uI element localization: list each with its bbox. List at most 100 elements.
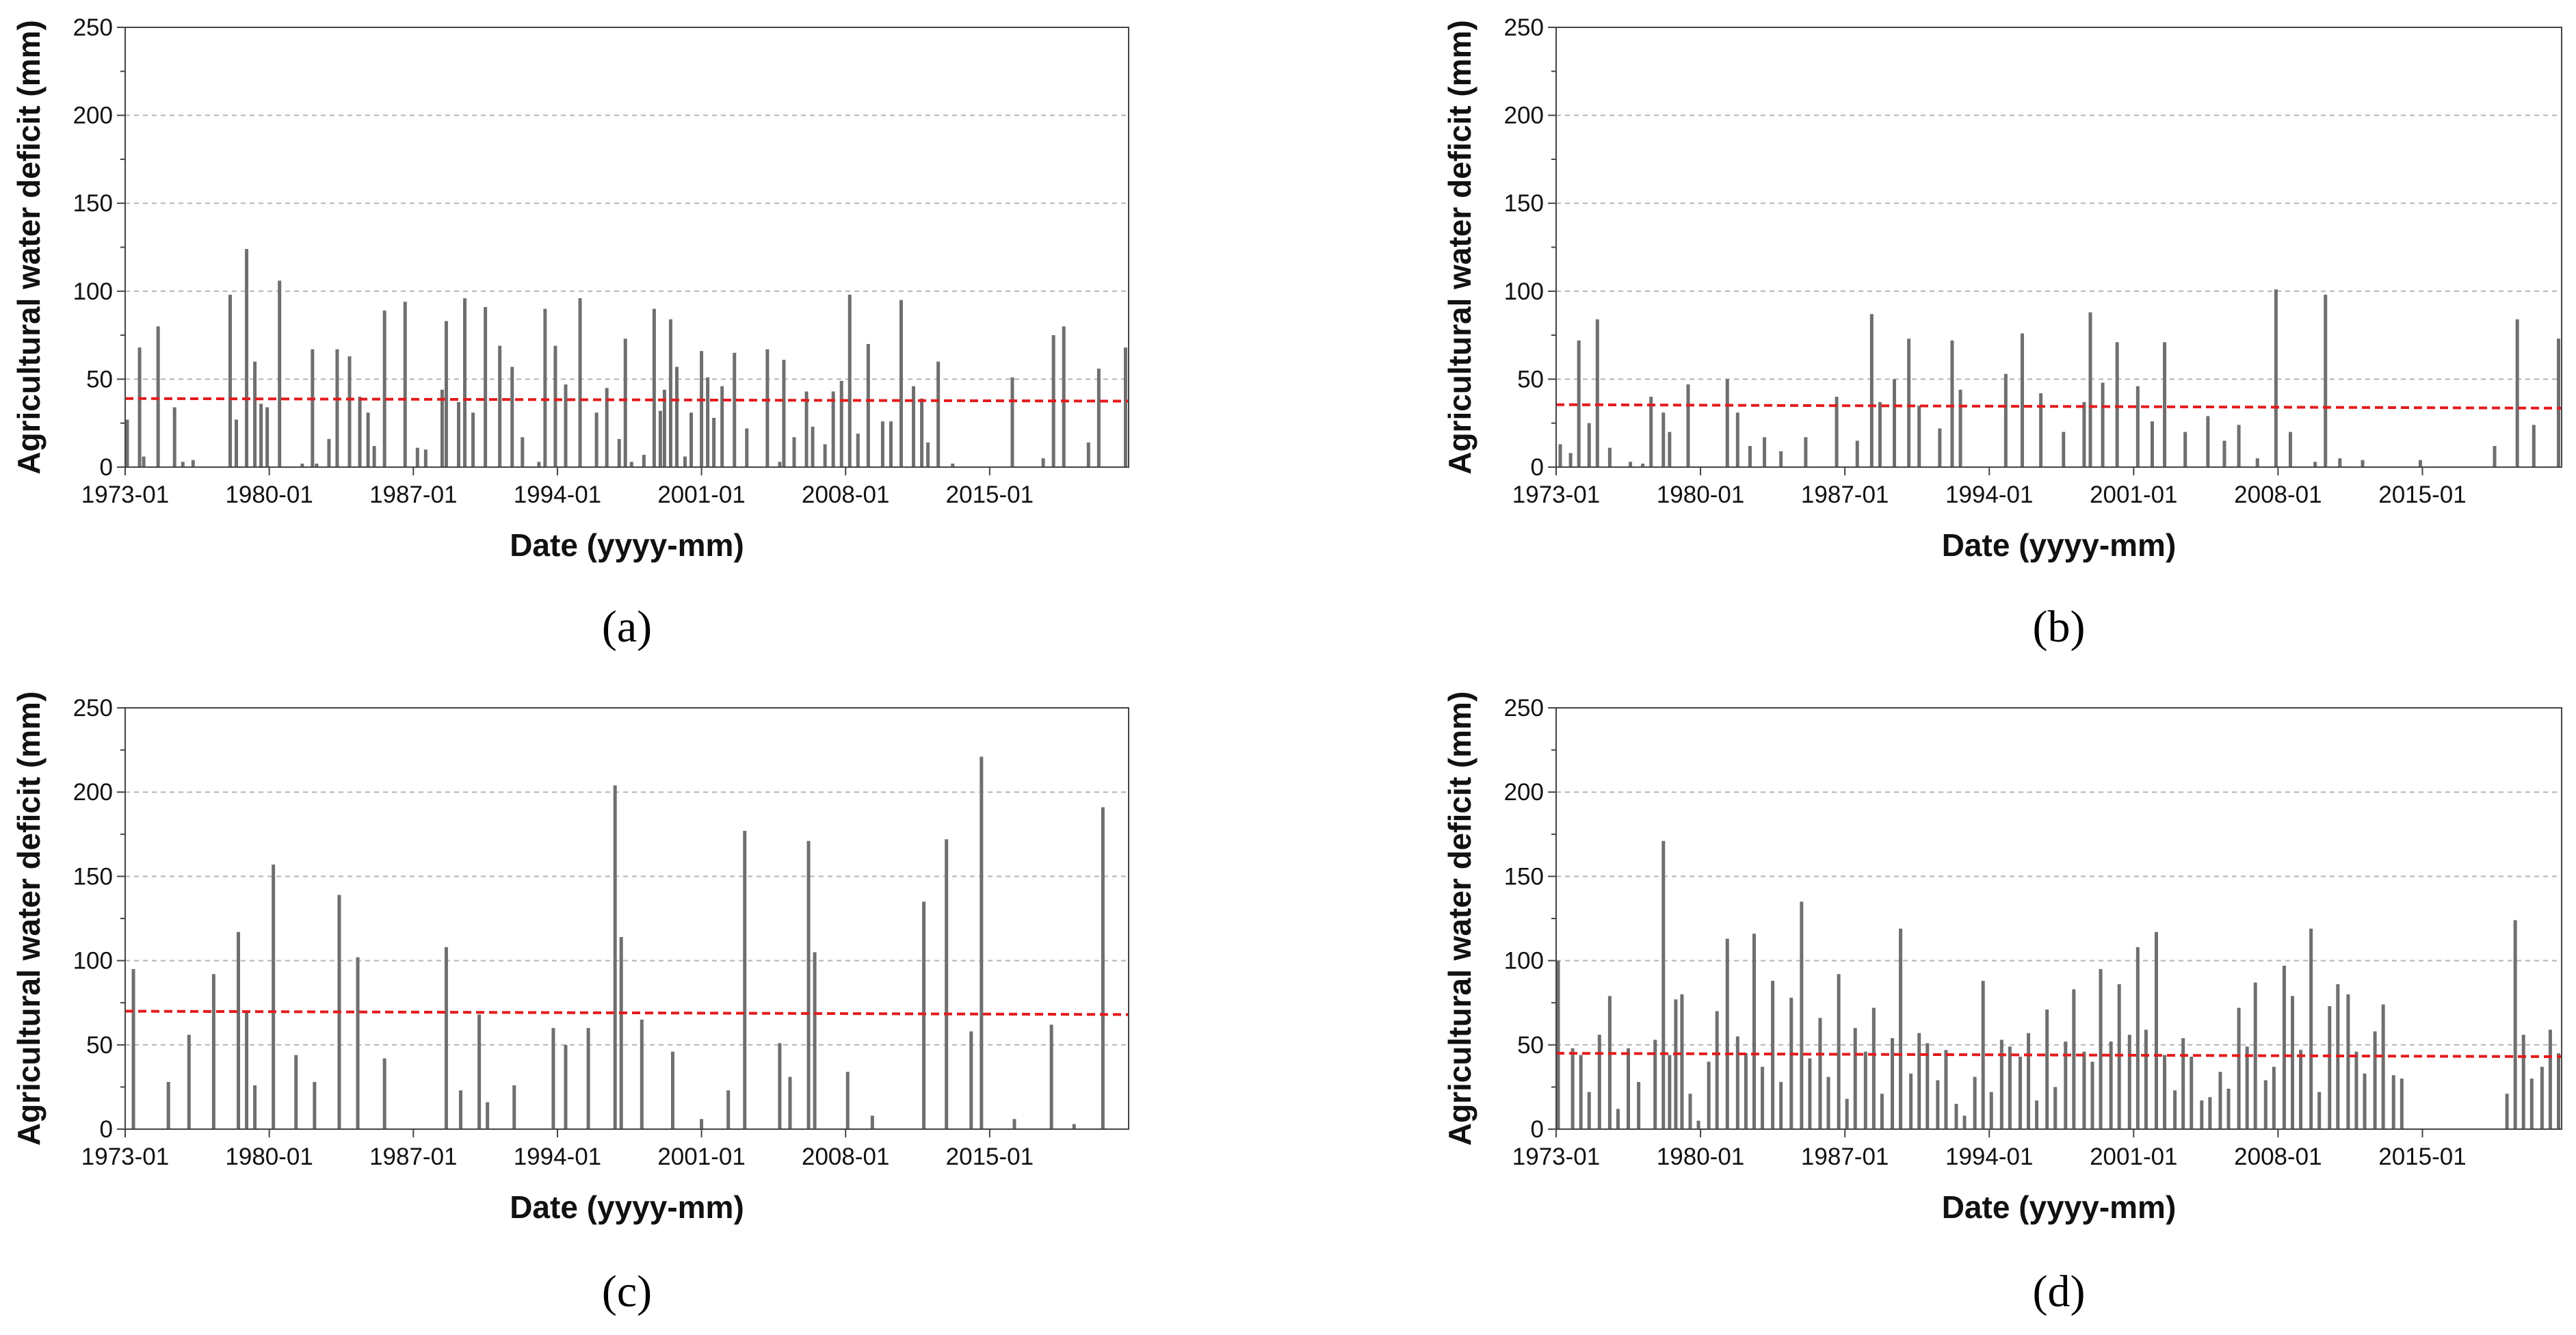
- x-tick-label: 2001-01: [2090, 481, 2177, 508]
- bar: [2317, 1092, 2322, 1129]
- bar: [1926, 1043, 1930, 1129]
- plot-frame: [124, 707, 1129, 1130]
- x-tick-label: 1973-01: [81, 481, 169, 508]
- series-c-0: [131, 756, 1105, 1129]
- bar: [951, 463, 955, 467]
- bar: [1999, 1040, 2003, 1129]
- bar: [1962, 1115, 1967, 1129]
- bar: [2328, 1006, 2332, 1129]
- bar: [1577, 340, 1581, 467]
- series-a-0: [125, 249, 1127, 467]
- bar: [926, 442, 930, 467]
- bar: [889, 421, 893, 467]
- bar: [2263, 1080, 2268, 1129]
- bar: [372, 446, 376, 467]
- bar: [642, 454, 646, 467]
- bar: [2072, 989, 2076, 1129]
- bar: [1954, 1104, 1958, 1129]
- panel-label: (c): [602, 1267, 652, 1317]
- x-tick-label: 2008-01: [802, 1144, 889, 1170]
- series-d-0: [1556, 841, 2560, 1129]
- bar: [856, 434, 860, 467]
- bar: [706, 377, 710, 467]
- x-tick-label: 1973-01: [1512, 1144, 1600, 1170]
- bar: [1715, 1011, 1719, 1129]
- bar: [2363, 1073, 2367, 1129]
- bar: [936, 361, 941, 467]
- bar: [619, 937, 623, 1129]
- bar: [778, 1043, 782, 1129]
- bar: [2556, 339, 2560, 467]
- bar: [617, 438, 621, 467]
- bar: [2313, 462, 2317, 467]
- bar: [156, 326, 160, 467]
- bar: [726, 1090, 731, 1129]
- bar: [2082, 401, 2086, 467]
- bar: [327, 438, 331, 467]
- bar: [1891, 1037, 1895, 1129]
- y-tick-label: 200: [1504, 779, 1544, 806]
- bar: [1587, 423, 1591, 467]
- bar: [1899, 928, 1903, 1129]
- bar: [1909, 1073, 1913, 1129]
- bar: [2290, 996, 2294, 1129]
- bar: [1607, 447, 1612, 467]
- bar: [922, 901, 926, 1129]
- bar: [1761, 1066, 1765, 1129]
- bar: [880, 421, 884, 467]
- x-tick-label: 2015-01: [2378, 1144, 2466, 1170]
- panel-label: (d): [2033, 1267, 2086, 1317]
- y-tick-label: 150: [1504, 190, 1544, 217]
- bar: [211, 974, 215, 1129]
- bar: [1062, 326, 1066, 467]
- bar: [2493, 446, 2497, 467]
- bar: [272, 864, 276, 1129]
- bar: [564, 1044, 568, 1129]
- bar: [2062, 432, 2066, 467]
- bar: [1853, 1028, 1857, 1129]
- bar: [1661, 412, 1666, 467]
- bar: [2381, 1004, 2385, 1129]
- bar: [2255, 458, 2259, 467]
- bar: [2027, 1033, 2031, 1129]
- y-tick-label: 250: [1504, 695, 1544, 722]
- bar: [2253, 982, 2257, 1129]
- y-tick-label: 50: [1517, 366, 1544, 393]
- bar: [125, 419, 129, 467]
- bar: [1779, 451, 1783, 467]
- bar: [294, 1055, 298, 1129]
- x-tick-label: 2015-01: [946, 1144, 1034, 1170]
- bar: [142, 456, 146, 467]
- bar: [870, 1115, 874, 1129]
- bar: [2020, 333, 2024, 467]
- bar: [1826, 1076, 1830, 1129]
- bar: [172, 407, 176, 467]
- bar: [1804, 437, 1808, 467]
- bar: [2274, 289, 2278, 467]
- y-axis-title: Agricultural water deficit (mm): [11, 691, 47, 1146]
- bar: [1938, 428, 1942, 467]
- bar: [463, 298, 467, 467]
- bar: [2088, 312, 2092, 467]
- x-tick-label: 1994-01: [1945, 1144, 2033, 1170]
- y-tick-label: 100: [1504, 948, 1544, 975]
- bar: [245, 1011, 249, 1129]
- bar: [2035, 1100, 2039, 1129]
- bar: [498, 345, 502, 467]
- bar: [2282, 965, 2286, 1129]
- bar: [2053, 1087, 2058, 1129]
- bar: [2144, 1029, 2148, 1129]
- bar: [1748, 446, 1752, 467]
- bar: [2237, 1007, 2241, 1129]
- x-axis-title: Date (yyyy-mm): [510, 527, 744, 563]
- bar: [2418, 460, 2422, 467]
- bar: [1696, 1120, 1700, 1129]
- bar: [521, 437, 525, 467]
- threshold-line: [1555, 403, 2562, 410]
- bar: [444, 947, 448, 1129]
- bar: [1973, 1076, 1977, 1129]
- plot-frame: [1555, 27, 2562, 468]
- bar: [1086, 442, 1090, 467]
- bar: [1855, 440, 1859, 467]
- threshold-line: [124, 1009, 1129, 1016]
